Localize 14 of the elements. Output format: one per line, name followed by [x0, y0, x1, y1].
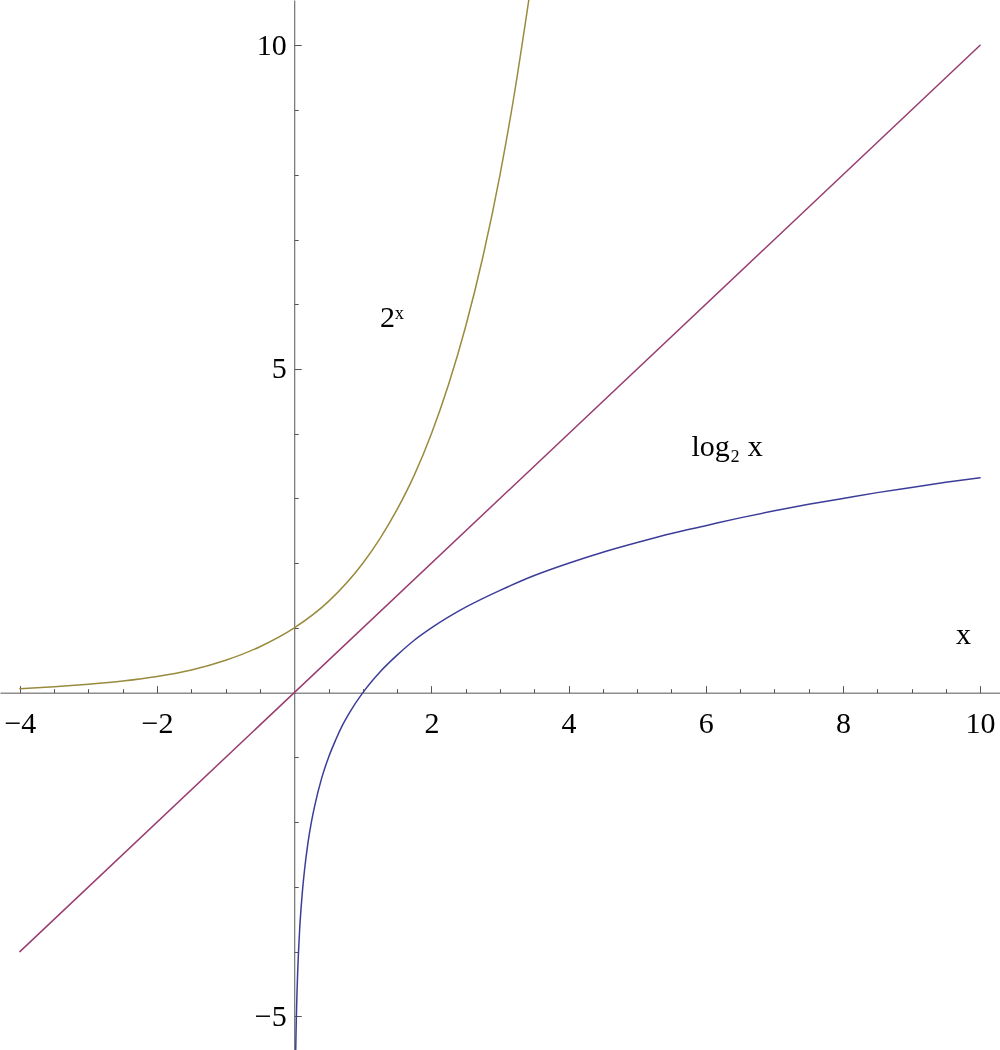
x-tick-label: 10	[965, 706, 996, 740]
series-label: log₂ x	[691, 428, 763, 462]
y-tick-label: 5	[271, 351, 287, 385]
x-tick-label: 2	[424, 706, 440, 740]
x-tick-label: 4	[561, 706, 577, 740]
y-tick-label: 10	[256, 27, 287, 61]
x-axis-title: x	[956, 617, 971, 651]
line-series	[19, 0, 530, 690]
series-label: 2ˣ	[379, 300, 404, 334]
x-tick-label: 8	[835, 706, 851, 740]
x-tick-label: −4	[4, 706, 37, 740]
x-tick-label: −2	[141, 706, 174, 740]
x-tick-label: 6	[698, 706, 714, 740]
y-tick-label: −5	[254, 998, 287, 1032]
